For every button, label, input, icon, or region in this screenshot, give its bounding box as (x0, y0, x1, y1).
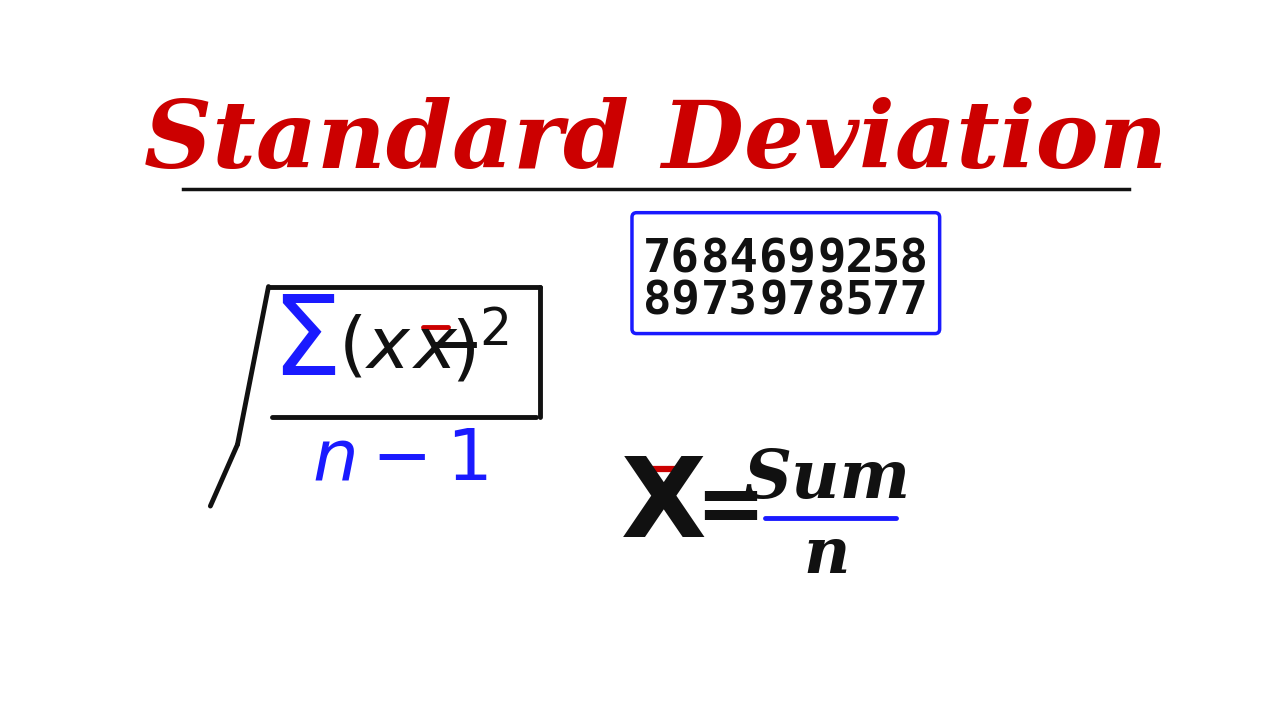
Text: 77: 77 (872, 279, 928, 325)
Text: $n - 1$: $n - 1$ (312, 426, 488, 495)
Text: 58: 58 (872, 237, 928, 282)
Text: 84: 84 (701, 237, 758, 282)
Text: n: n (804, 526, 850, 587)
Text: $)^2$: $)^2$ (451, 308, 508, 388)
Text: $\Sigma$: $\Sigma$ (271, 291, 335, 398)
Text: 92: 92 (818, 237, 874, 282)
Text: 76: 76 (643, 237, 700, 282)
Text: $x$: $x$ (411, 314, 458, 383)
Text: 73: 73 (701, 279, 758, 325)
Text: 97: 97 (759, 279, 817, 325)
Text: 85: 85 (818, 279, 874, 325)
Text: X: X (621, 453, 707, 559)
Text: Sum: Sum (742, 446, 910, 512)
Text: Standard Deviation: Standard Deviation (145, 96, 1167, 186)
Text: 89: 89 (643, 279, 700, 325)
Text: $(x - $: $(x - $ (338, 314, 479, 383)
Text: =: = (695, 468, 764, 549)
Text: 69: 69 (759, 237, 817, 282)
FancyBboxPatch shape (632, 212, 940, 333)
